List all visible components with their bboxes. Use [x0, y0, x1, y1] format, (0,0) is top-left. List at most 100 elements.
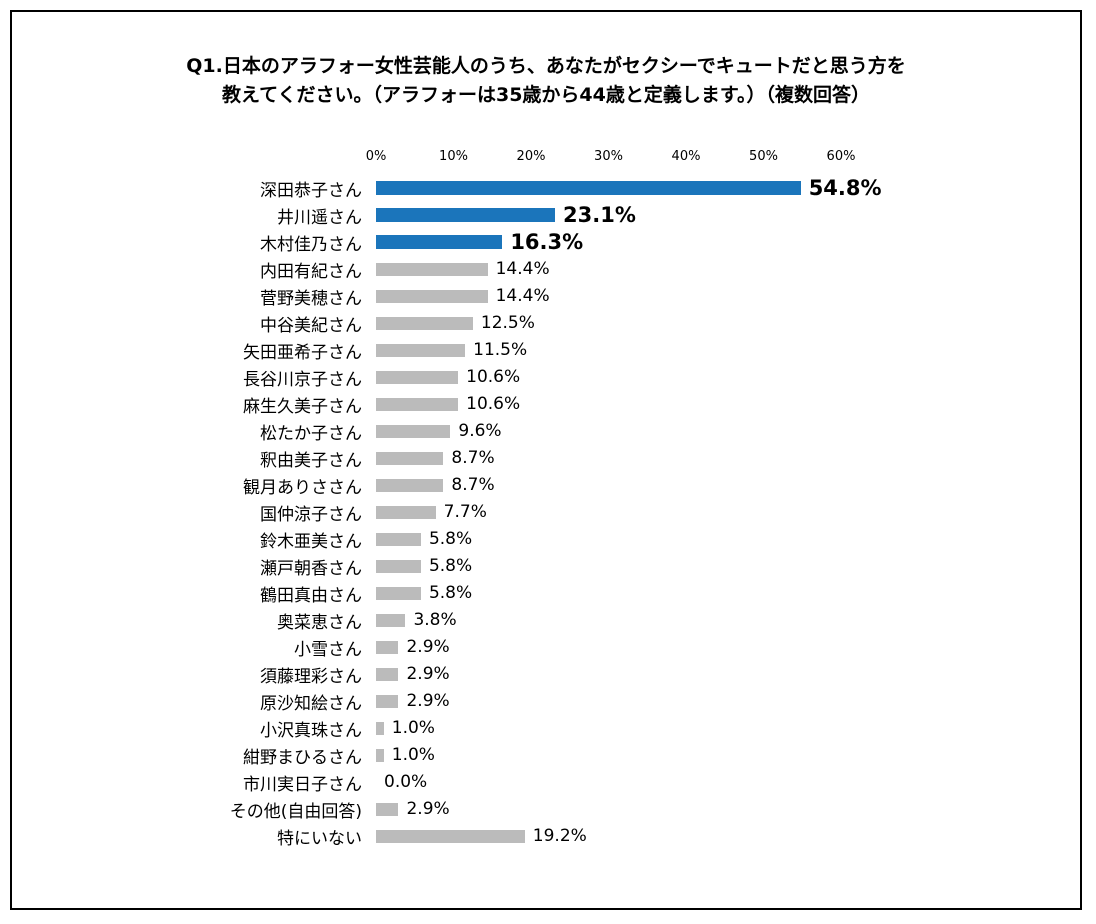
bar-track: 0.0% [376, 769, 1080, 796]
category-label: 木村佳乃さん [260, 234, 362, 255]
bar-row: 菅野美穂さん 14.4% [26, 283, 1080, 310]
category-label: 小沢真珠さん [260, 720, 362, 741]
value-label: 7.7% [443, 502, 487, 523]
value-label: 16.3% [510, 230, 584, 255]
bar-track: 5.8% [376, 580, 1080, 607]
bar-track: 19.2% [376, 823, 1080, 850]
category-label: 市川実日子さん [243, 774, 362, 795]
category-label: 鶴田真由さん [260, 585, 362, 606]
value-label: 19.2% [532, 826, 587, 847]
bar-track: 2.9% [376, 661, 1080, 688]
bar-row: 原沙知絵さん 2.9% [26, 688, 1080, 715]
bar-row: 小沢真珠さん 1.0% [26, 715, 1080, 742]
bar [376, 208, 556, 223]
value-label: 14.4% [495, 259, 550, 280]
bar-track: 2.9% [376, 796, 1080, 823]
bar [376, 694, 399, 708]
bar-track: 8.7% [376, 472, 1080, 499]
value-label: 3.8% [413, 610, 457, 631]
bar-track: 3.8% [376, 607, 1080, 634]
bar-rows: 深田恭子さん 54.8% 井川遥さん 23.1% 木村佳乃さん 16.3% 内田有紀さん 14… [26, 175, 1080, 850]
category-label: 井川遥さん [277, 207, 362, 228]
bar [376, 640, 399, 654]
bar-row: 内田有紀さん 14.4% [26, 256, 1080, 283]
bar-row: 松たか子さん 9.6% [26, 418, 1080, 445]
value-label: 2.9% [406, 664, 450, 685]
bar-row: 須藤理彩さん 2.9% [26, 661, 1080, 688]
bar-row: 小雪さん 2.9% [26, 634, 1080, 661]
category-label: 釈由美子さん [260, 450, 362, 471]
category-label: 内田有紀さん [260, 261, 362, 282]
bar-row: 国仲涼子さん 7.7% [26, 499, 1080, 526]
bar-row: 鶴田真由さん 5.8% [26, 580, 1080, 607]
bar [376, 451, 444, 465]
bar [376, 235, 503, 250]
category-label: 紺野まひるさん [243, 747, 362, 768]
x-axis-tick-label: 20% [516, 148, 546, 164]
bar [376, 478, 444, 492]
x-axis: 0% 10% 20% 30% 40% 50% 60% [366, 148, 936, 175]
bar-track: 54.8% [376, 175, 1080, 202]
bar-track: 5.8% [376, 553, 1080, 580]
bar-track: 23.1% [376, 202, 1080, 229]
bar-row: 鈴木亜美さん 5.8% [26, 526, 1080, 553]
bar [376, 802, 399, 816]
bar [376, 316, 473, 330]
category-label: 松たか子さん [260, 423, 362, 444]
bar-row: その他(自由回答) 2.9% [26, 796, 1080, 823]
bar-track: 10.6% [376, 391, 1080, 418]
bar-track: 8.7% [376, 445, 1080, 472]
value-label: 11.5% [473, 340, 528, 361]
x-axis-tick-label: 40% [671, 148, 701, 164]
bar-track: 12.5% [376, 310, 1080, 337]
bar-track: 2.9% [376, 634, 1080, 661]
bar [376, 532, 421, 546]
value-label: 5.8% [428, 556, 473, 577]
bar [376, 181, 801, 196]
bar-track: 14.4% [376, 256, 1080, 283]
value-label: 2.9% [406, 799, 450, 820]
bar-row: 奥菜恵さん 3.8% [26, 607, 1080, 634]
value-label: 9.6% [458, 421, 502, 442]
bar-track: 9.6% [376, 418, 1080, 445]
bar [376, 424, 451, 438]
bar-track: 2.9% [376, 688, 1080, 715]
bar-row: 釈由美子さん 8.7% [26, 445, 1080, 472]
bar-chart: 0% 10% 20% 30% 40% 50% 60% 深田恭子さん 54.8% 井川遥さん 23.… [26, 149, 1080, 850]
bar [376, 343, 466, 357]
bar [376, 667, 399, 681]
bar [376, 748, 384, 762]
category-label: 菅野美穂さん [260, 288, 362, 309]
category-label: 深田恭子さん [260, 180, 362, 201]
bar-track: 7.7% [376, 499, 1080, 526]
value-label: 1.0% [391, 718, 435, 739]
category-label: 矢田亜希子さん [243, 342, 362, 363]
bar [376, 289, 488, 303]
bar-row: 麻生久美子さん 10.6% [26, 391, 1080, 418]
category-label: 国仲涼子さん [260, 504, 362, 525]
bar-track: 5.8% [376, 526, 1080, 553]
bar-track: 1.0% [376, 742, 1080, 769]
value-label: 2.9% [406, 691, 450, 712]
value-label: 5.8% [428, 583, 473, 604]
bar-track: 16.3% [376, 229, 1080, 256]
bar-row: 紺野まひるさん 1.0% [26, 742, 1080, 769]
bar [376, 505, 436, 519]
bar-row: 深田恭子さん 54.8% [26, 175, 1080, 202]
bar-row: 矢田亜希子さん 11.5% [26, 337, 1080, 364]
value-label: 8.7% [451, 448, 495, 469]
value-label: 12.5% [480, 313, 535, 334]
category-label: 鈴木亜美さん [260, 531, 362, 552]
value-label: 23.1% [563, 203, 636, 228]
bar-row: 特にいない 19.2% [26, 823, 1080, 850]
bar [376, 262, 488, 276]
bar-row: 長谷川京子さん 10.6% [26, 364, 1080, 391]
x-axis-tick-label: 60% [826, 148, 856, 164]
value-label: 54.8% [808, 176, 882, 201]
value-label: 1.0% [391, 745, 435, 766]
x-axis-tick-label: 10% [439, 148, 468, 164]
category-label: 観月ありささん [243, 477, 362, 498]
category-label: その他(自由回答) [229, 801, 362, 822]
bar-row: 市川実日子さん 0.0% [26, 769, 1080, 796]
category-label: 小雪さん [294, 639, 362, 660]
